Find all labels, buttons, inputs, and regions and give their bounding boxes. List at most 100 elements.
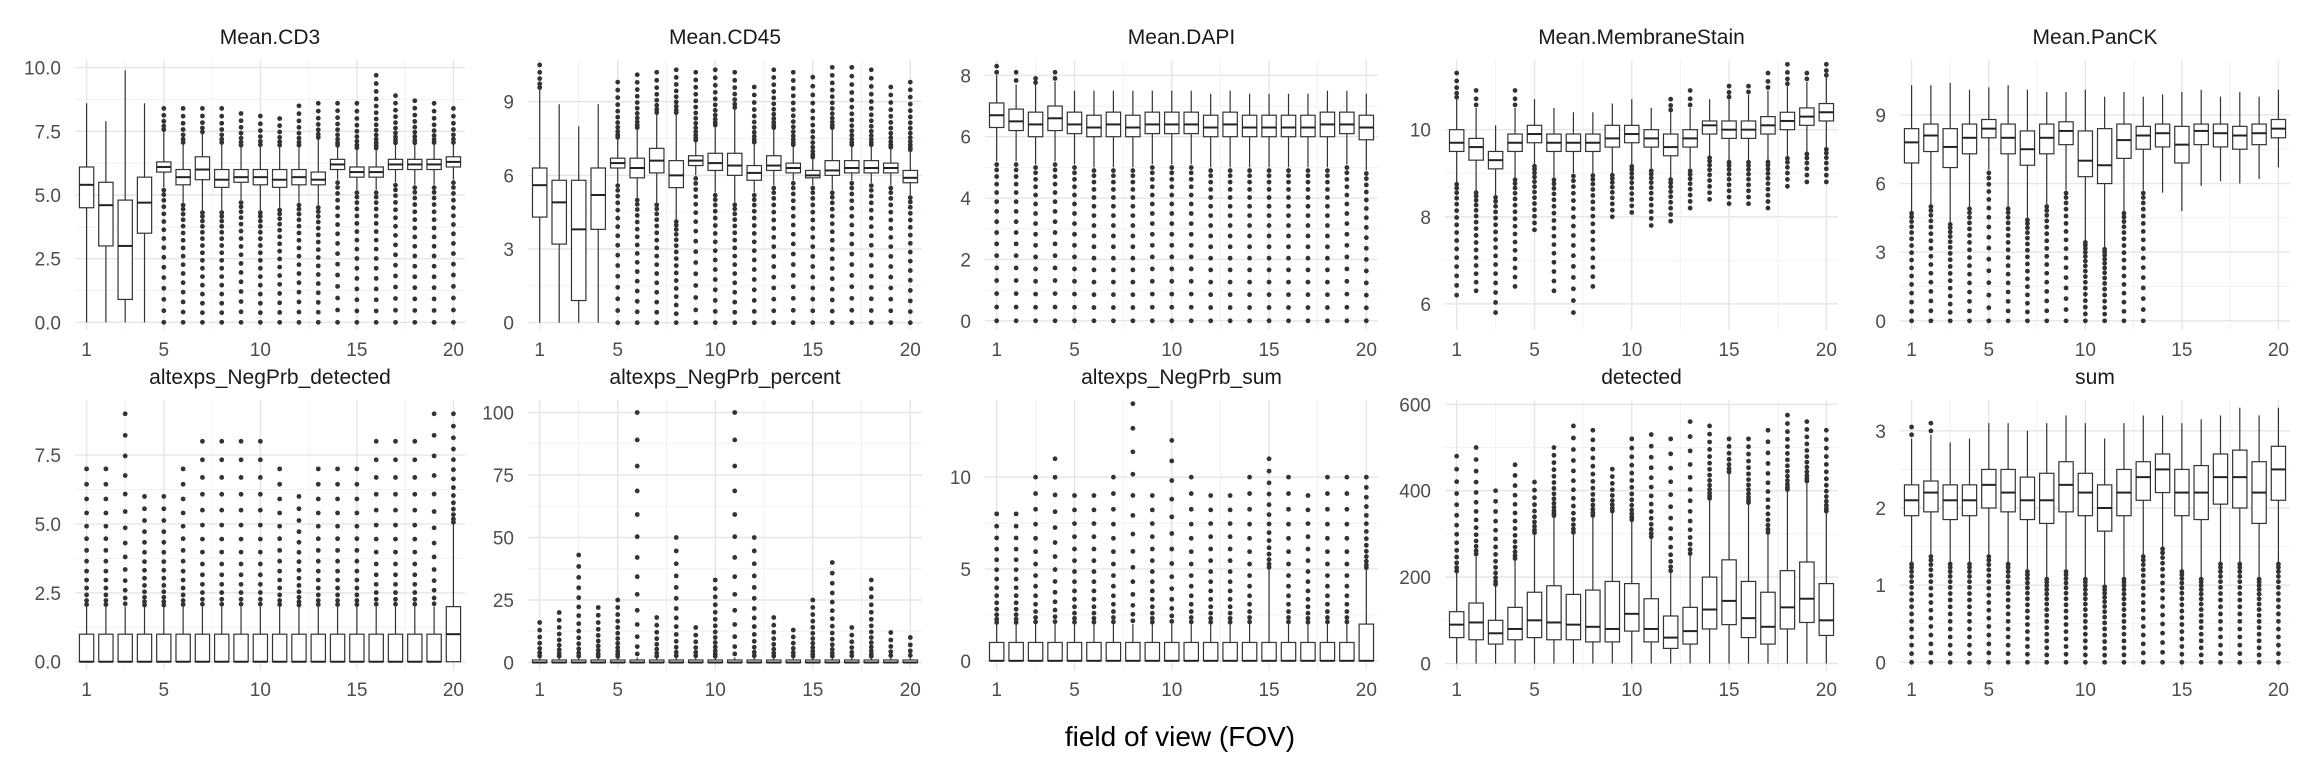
- outlier-point: [412, 217, 418, 223]
- outlier-point: [654, 615, 660, 620]
- outlier-point: [2005, 240, 2011, 245]
- outlier-point: [1363, 521, 1369, 527]
- outlier-point: [1188, 609, 1194, 614]
- outlier-point: [161, 575, 167, 581]
- outlier-point: [537, 69, 543, 75]
- outlier-point: [1188, 184, 1194, 190]
- boxplot-box: [1300, 93, 1316, 324]
- outlier-point: [732, 309, 738, 315]
- outlier-point: [257, 265, 263, 271]
- outlier-point: [2025, 608, 2030, 614]
- outlier-point: [1188, 318, 1194, 324]
- outlier-point: [1130, 213, 1136, 219]
- outlier-point: [1986, 214, 1992, 220]
- outlier-point: [732, 97, 738, 103]
- outlier-point: [1072, 176, 1077, 182]
- outlier-point: [1765, 450, 1771, 456]
- outlier-point: [790, 231, 796, 237]
- outlier-point: [1590, 446, 1596, 452]
- iqr-box: [1760, 591, 1776, 645]
- y-tick-label: 9: [1875, 106, 1886, 127]
- outlier-point: [431, 253, 437, 259]
- outlier-point: [751, 606, 757, 611]
- outlier-point: [103, 536, 109, 542]
- outlier-point: [2005, 585, 2011, 590]
- outlier-point: [180, 496, 186, 502]
- iqr-box: [531, 167, 548, 218]
- iqr-box: [175, 633, 191, 663]
- iqr-box: [1125, 114, 1141, 138]
- outlier-point: [849, 73, 855, 79]
- outlier-point: [1668, 559, 1674, 564]
- outlier-point: [2121, 659, 2127, 665]
- y-tick-label: 5.0: [35, 515, 61, 536]
- outlier-point: [1512, 196, 1518, 202]
- outlier-point: [1188, 619, 1194, 625]
- outlier-point: [1247, 521, 1252, 527]
- outlier-point: [1571, 233, 1576, 238]
- outlier-point: [1967, 659, 1972, 665]
- outlier-point: [1227, 267, 1233, 273]
- boxplot-box: [2251, 415, 2267, 665]
- outlier-point: [2082, 587, 2088, 593]
- outlier-point: [1188, 561, 1194, 567]
- outlier-point: [1286, 573, 1291, 579]
- outlier-point: [712, 231, 718, 236]
- outlier-point: [277, 558, 283, 564]
- y-tick-label: 4: [960, 189, 971, 210]
- outlier-point: [2140, 607, 2146, 613]
- outlier-point: [673, 99, 679, 105]
- outlier-point: [1363, 268, 1369, 274]
- outlier-point: [771, 67, 777, 73]
- outlier-point: [1188, 221, 1194, 227]
- outlier-point: [1512, 239, 1518, 245]
- outlier-point: [1473, 499, 1479, 505]
- outlier-point: [2102, 318, 2108, 324]
- outlier-point: [1072, 278, 1077, 284]
- outlier-point: [335, 213, 340, 219]
- outlier-point: [335, 295, 340, 301]
- outlier-point: [1928, 245, 1934, 251]
- outlier-point: [751, 197, 757, 203]
- outlier-point: [2063, 213, 2069, 219]
- outlier-point: [335, 127, 340, 133]
- outlier-point: [654, 622, 660, 628]
- outlier-point: [1928, 428, 1934, 434]
- outlier-point: [849, 64, 855, 70]
- outlier-point: [1590, 455, 1596, 461]
- outlier-point: [907, 125, 913, 131]
- outlier-point: [2025, 651, 2030, 657]
- outlier-point: [1823, 469, 1829, 475]
- outlier-point: [335, 547, 340, 553]
- boxplot-box: [1202, 93, 1219, 324]
- outlier-point: [994, 616, 1000, 622]
- outlier-point: [354, 122, 360, 128]
- iqr-box: [1721, 559, 1737, 626]
- outlier-point: [2276, 642, 2281, 648]
- outlier-point: [1909, 230, 1914, 235]
- outlier-point: [257, 291, 263, 297]
- outlier-point: [888, 209, 894, 215]
- outlier-point: [1013, 557, 1019, 563]
- outlier-point: [1208, 233, 1214, 239]
- outlier-point: [180, 237, 186, 243]
- outlier-point: [1493, 488, 1498, 494]
- outlier-point: [257, 572, 263, 578]
- outlier-point: [451, 191, 456, 196]
- outlier-point: [373, 190, 379, 196]
- iqr-box: [1643, 598, 1660, 643]
- outlier-point: [1648, 216, 1654, 221]
- outlier-point: [2218, 626, 2223, 632]
- outlier-point: [1746, 194, 1751, 200]
- outlier-point: [335, 180, 340, 186]
- boxplot-box: [117, 70, 133, 323]
- outlier-point: [1648, 196, 1654, 202]
- y-tick-label: 0: [1420, 655, 1431, 676]
- outlier-point: [219, 581, 225, 587]
- outlier-point: [2005, 591, 2011, 596]
- outlier-point: [2102, 614, 2108, 620]
- outlier-point: [2005, 220, 2011, 226]
- outlier-point: [277, 134, 283, 140]
- outlier-point: [615, 618, 621, 624]
- outlier-point: [1765, 504, 1771, 510]
